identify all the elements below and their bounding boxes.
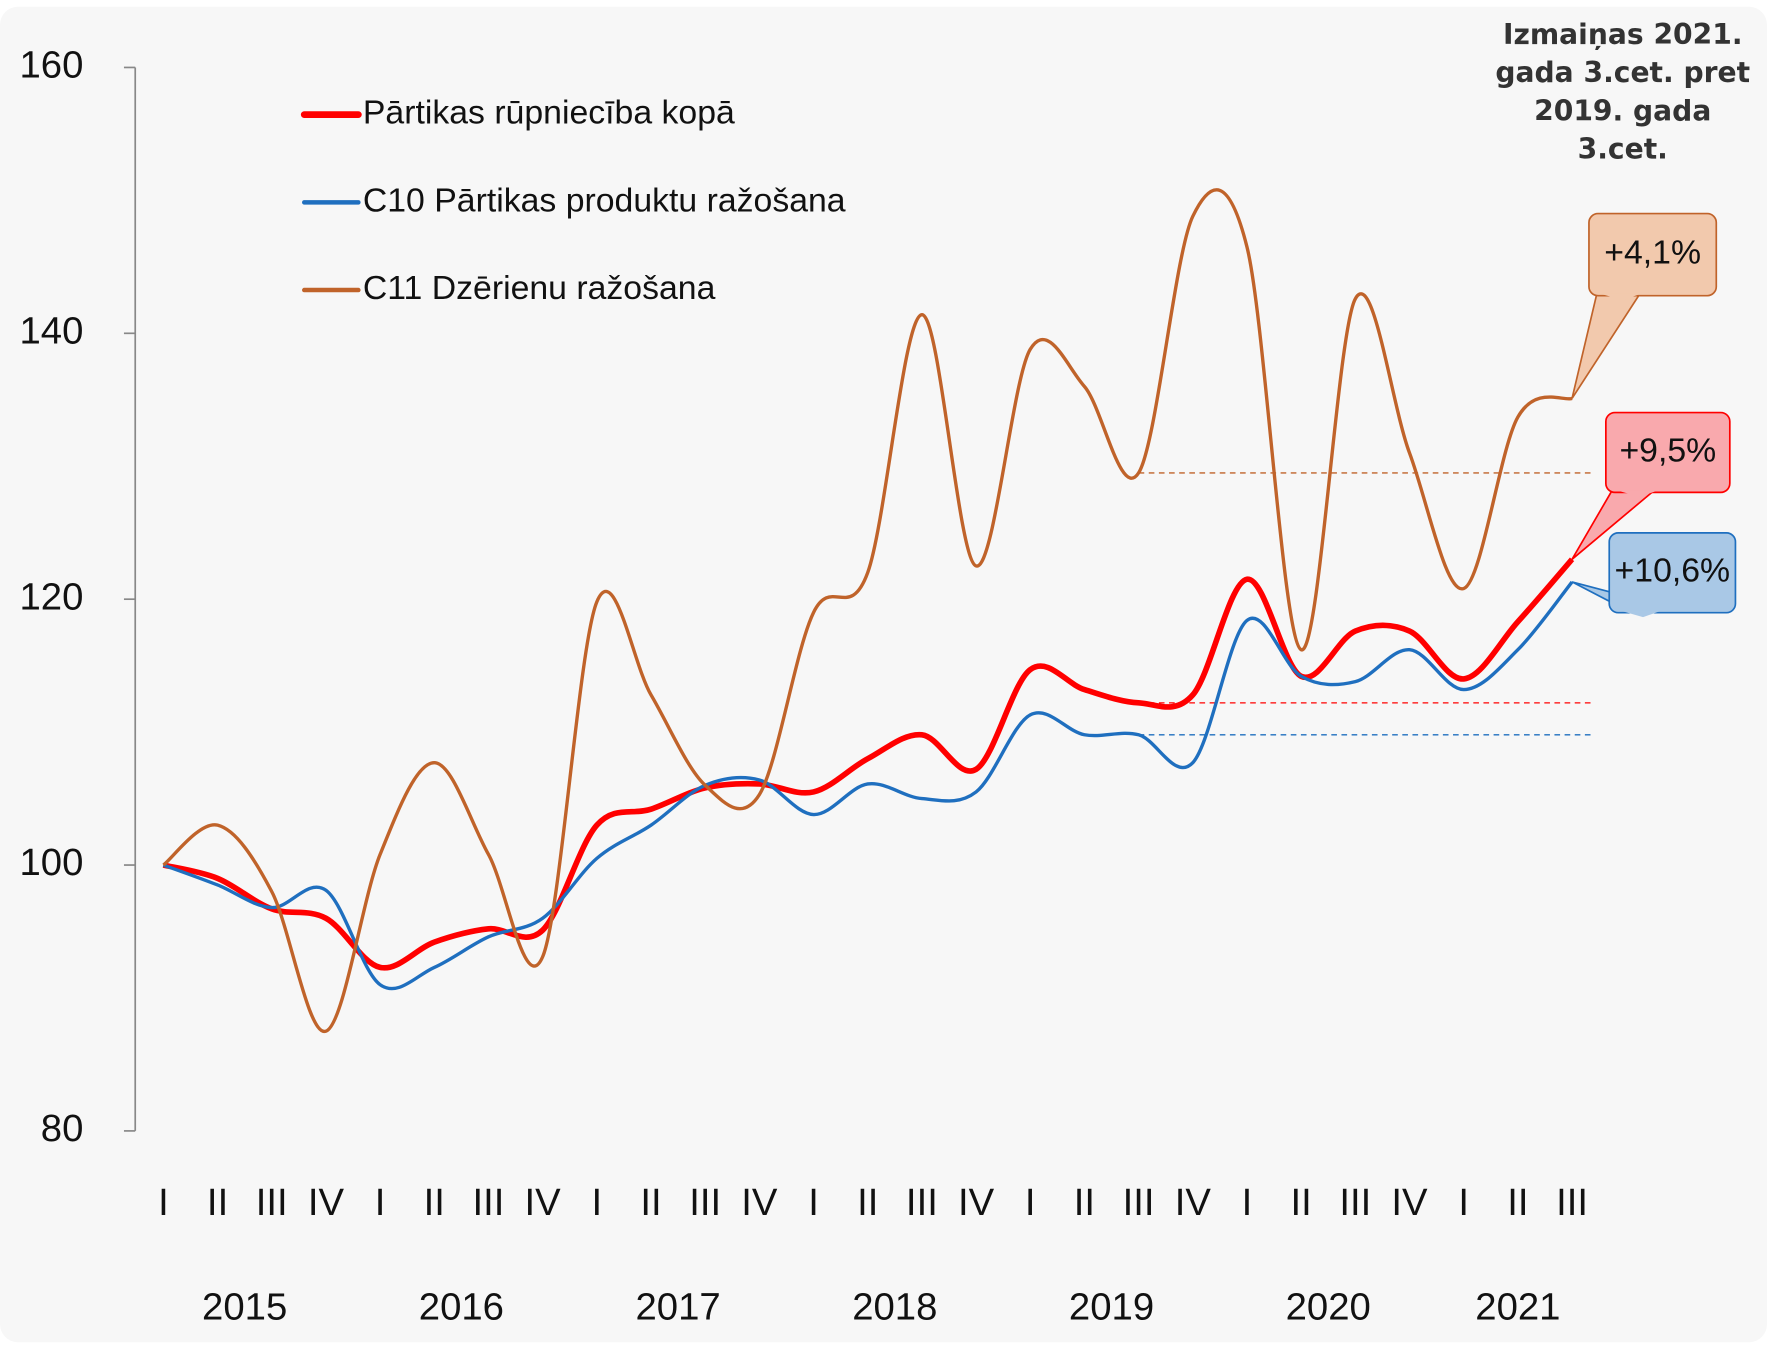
callout-join	[1599, 293, 1642, 301]
year-label: 2020	[1286, 1286, 1371, 1329]
x-tick-label: III	[473, 1181, 505, 1224]
callout-join	[1615, 490, 1659, 497]
x-tick-label: IV	[741, 1181, 778, 1224]
x-tick-label: III	[1556, 1181, 1588, 1224]
chart-title: 2019. gada	[1534, 94, 1711, 127]
x-tick-label: II	[207, 1181, 228, 1224]
callout-label: +4,1%	[1604, 234, 1701, 272]
x-tick-label: II	[857, 1181, 878, 1224]
year-label: 2021	[1475, 1286, 1560, 1329]
legend-label: Pārtikas rūpniecība kopā	[363, 94, 735, 132]
x-tick-label: II	[1074, 1181, 1095, 1224]
x-tick-label: IV	[1175, 1181, 1212, 1224]
callout-box	[1608, 532, 1737, 614]
x-tick-label: IV	[1391, 1181, 1428, 1224]
x-tick-label: II	[1291, 1181, 1312, 1224]
chart-title: 3.cet.	[1578, 133, 1668, 166]
year-label: 2016	[419, 1286, 504, 1329]
y-tick-label: 80	[41, 1107, 84, 1150]
callout-box	[1605, 411, 1731, 494]
year-label: 2017	[635, 1286, 720, 1329]
x-tick-label: IV	[525, 1181, 562, 1224]
year-label: 2018	[852, 1286, 937, 1329]
x-tick-label: II	[640, 1181, 661, 1224]
x-tick-label: I	[375, 1181, 386, 1224]
y-tick-label: 100	[19, 841, 83, 884]
y-tick-label: 160	[19, 44, 83, 87]
x-tick-label: III	[1123, 1181, 1155, 1224]
x-tick-label: III	[906, 1181, 938, 1224]
x-tick-label: IV	[958, 1181, 995, 1224]
x-tick-label: I	[158, 1181, 169, 1224]
year-label: 2019	[1069, 1286, 1154, 1329]
legend-label: C10 Pārtikas produktu ražošana	[363, 181, 846, 219]
x-tick-label: I	[1458, 1181, 1469, 1224]
x-tick-label: I	[592, 1181, 603, 1224]
chart-title: Izmaiņas 2021.	[1503, 18, 1743, 51]
x-tick-label: IV	[308, 1181, 345, 1224]
callout-join	[1619, 610, 1663, 618]
callout-box	[1588, 212, 1718, 297]
background	[0, 6, 1767, 1343]
x-tick-label: I	[808, 1181, 819, 1224]
y-tick-label: 120	[19, 575, 83, 618]
y-tick-label: 140	[19, 309, 83, 352]
callout-label: +10,6%	[1615, 552, 1731, 590]
series-line	[162, 188, 1573, 1033]
year-label: 2015	[202, 1286, 287, 1329]
x-tick-label: II	[424, 1181, 445, 1224]
x-tick-label: III	[1339, 1181, 1371, 1224]
x-tick-label: I	[1025, 1181, 1036, 1224]
x-tick-label: III	[689, 1181, 721, 1224]
x-tick-label: I	[1242, 1181, 1253, 1224]
chart-title: gada 3.cet. pret	[1495, 56, 1750, 89]
x-tick-label: III	[256, 1181, 288, 1224]
callout-label: +9,5%	[1619, 431, 1716, 469]
x-tick-label: II	[1507, 1181, 1528, 1224]
series-line	[162, 580, 1574, 991]
legend-label: C11 Dzērienu ražošana	[363, 269, 716, 307]
series-line	[162, 557, 1575, 971]
